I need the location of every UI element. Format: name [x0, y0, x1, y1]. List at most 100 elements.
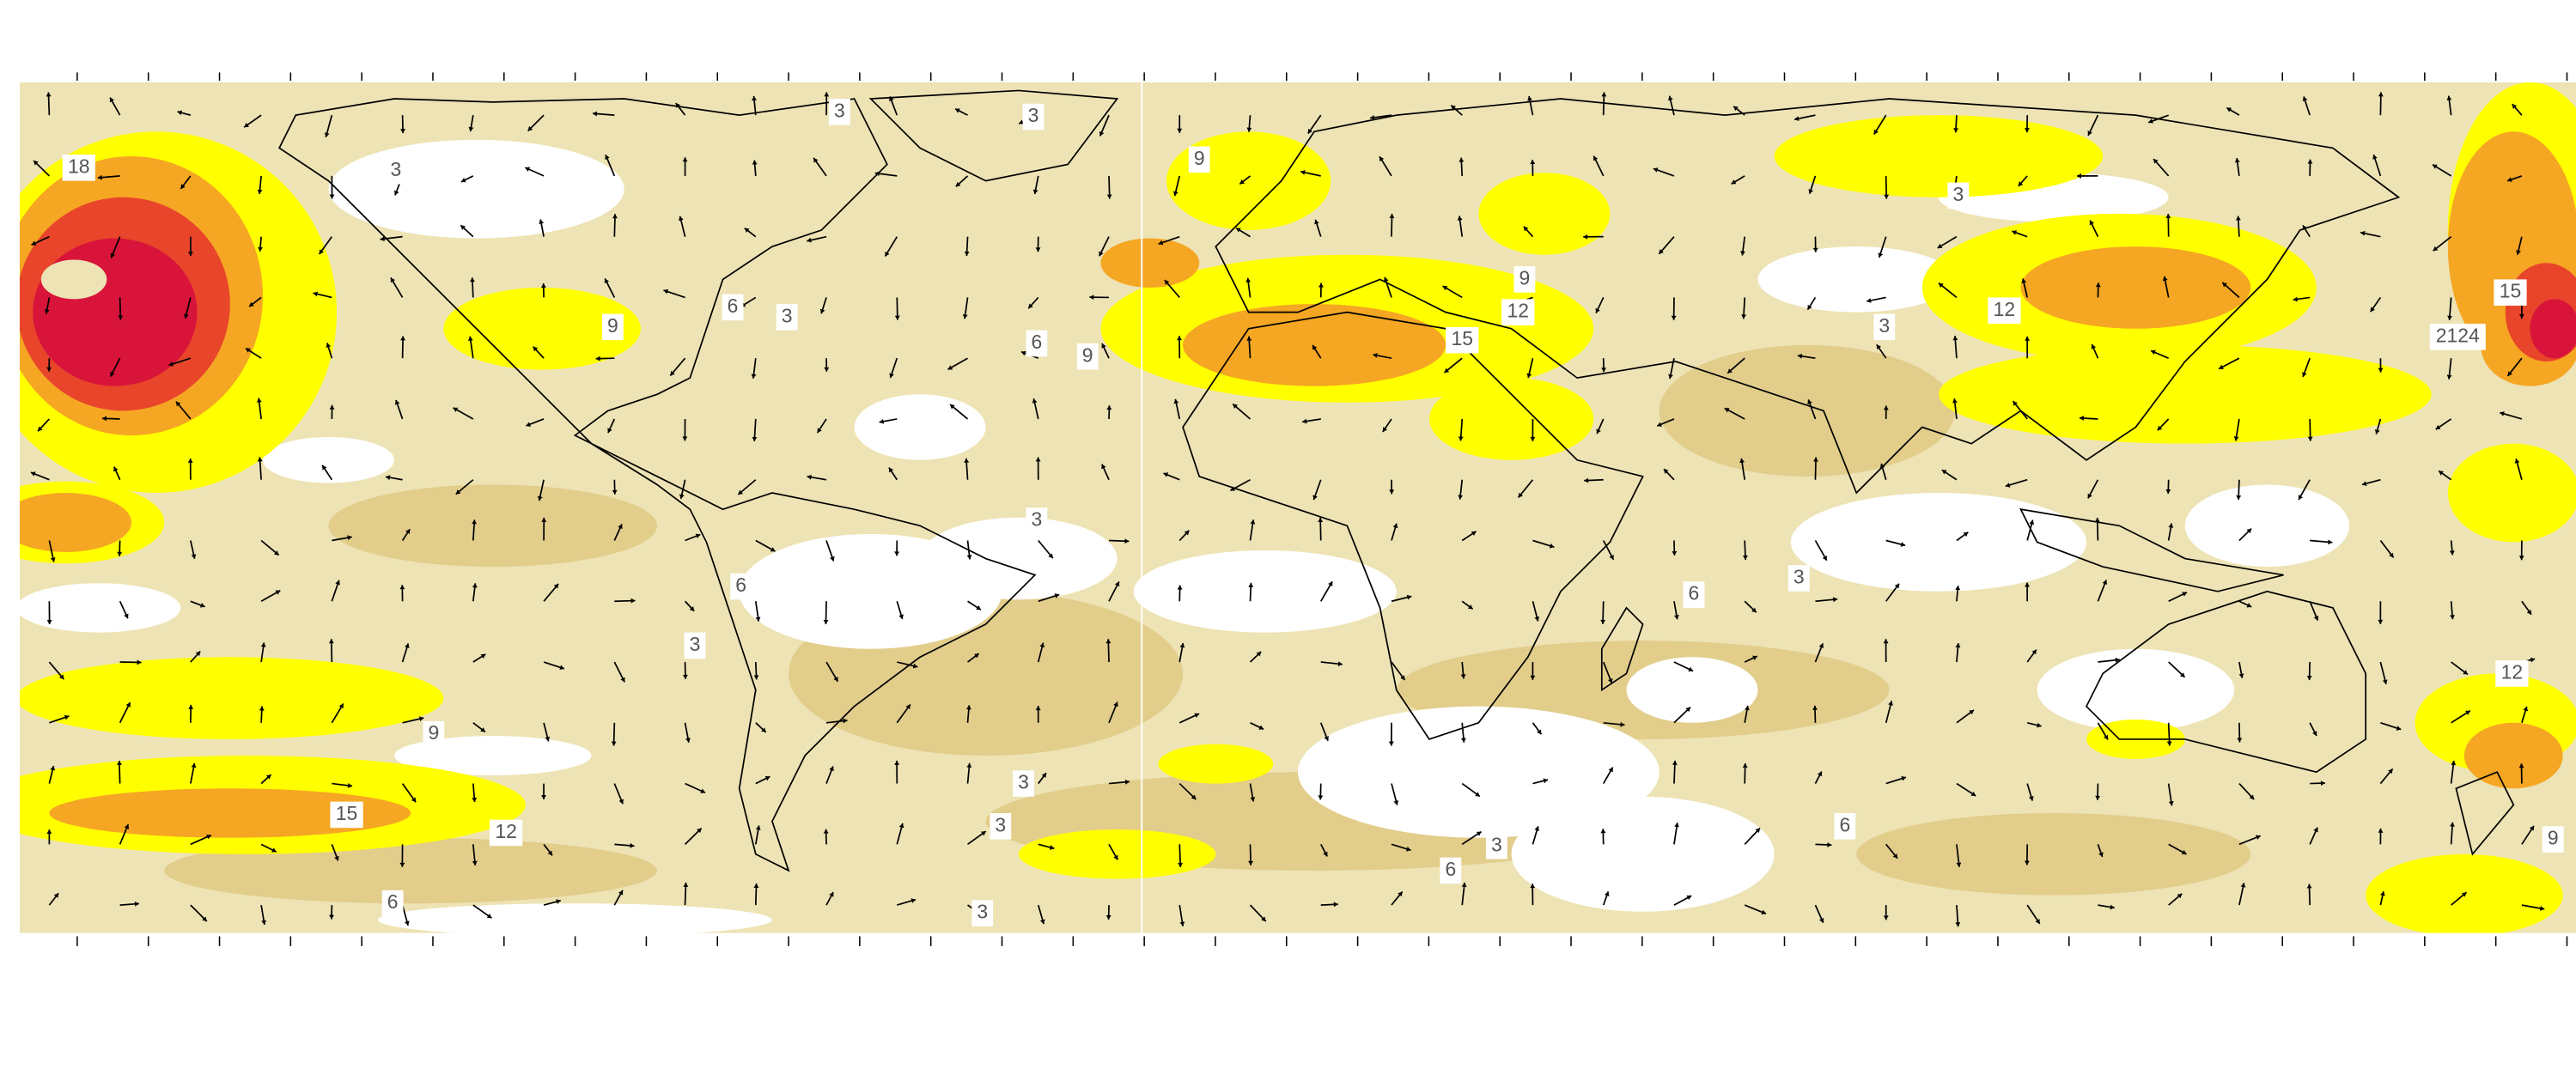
wind-arrow-head — [1461, 882, 1467, 888]
wind-arrow-head — [2507, 177, 2512, 182]
contour-blob — [1659, 344, 1956, 477]
wind-arrow-head — [134, 901, 139, 907]
wind-arrow-head — [663, 288, 669, 295]
wind-arrow-head — [2238, 673, 2244, 678]
wind-arrow-head — [1620, 721, 1625, 727]
wind-arrow-head — [117, 551, 123, 556]
wind-arrow-head — [2465, 710, 2470, 715]
wind-arrow-head — [30, 471, 36, 477]
wind-arrow-head — [1442, 286, 1448, 291]
label-background — [990, 812, 1012, 840]
wind-arrow-head — [830, 556, 835, 562]
wind-arrow-head — [1318, 282, 1324, 288]
wind-arrow-head — [2087, 131, 2092, 136]
wind-arrow-head — [618, 890, 624, 896]
wind-arrow-head — [1444, 367, 1450, 373]
contour-blob — [40, 259, 107, 300]
wind-arrow-head — [2256, 835, 2261, 841]
contour-label: 3 — [1879, 314, 1890, 337]
wind-arrow-head — [400, 336, 406, 341]
wind-arrow-head — [1601, 367, 1607, 373]
contour-label: 6 — [1839, 813, 1850, 835]
wind-arrow-head — [1812, 705, 1818, 710]
wind-arrow-head — [2037, 722, 2042, 728]
wind-arrow-head — [2102, 580, 2108, 586]
wind-arrow-head — [1248, 582, 1254, 587]
wind-arrow-head — [2237, 738, 2243, 743]
wind-arrow-head — [605, 155, 610, 160]
wind-arrow-head — [1601, 92, 1607, 97]
wind-arrow-head — [1323, 851, 1328, 857]
wind-arrow-head — [335, 580, 340, 586]
wind-arrow-head — [1812, 247, 1818, 252]
contour-blob — [377, 903, 772, 933]
wind-arrow-head — [539, 219, 545, 224]
wind-arrow-head — [1113, 854, 1118, 860]
wind-arrow-head — [2021, 278, 2027, 283]
contour-blob — [49, 788, 411, 838]
wind-arrow-head — [912, 663, 918, 669]
wind-arrow-head — [2378, 367, 2384, 373]
wind-arrow-head — [2523, 706, 2529, 712]
wind-arrow-head — [817, 428, 822, 434]
wind-arrow-head — [1032, 398, 1038, 404]
wind-arrow-head — [1106, 194, 1112, 199]
wind-arrow-head — [1672, 550, 1678, 556]
wind-arrow-head — [1035, 247, 1041, 252]
contour-label: 18 — [68, 155, 90, 177]
wind-arrow-head — [244, 122, 249, 128]
wind-arrow-head — [97, 174, 102, 180]
wind-arrow-head — [334, 855, 339, 861]
wind-arrow-head — [2151, 349, 2156, 355]
wind-arrow-head — [965, 705, 971, 710]
wind-arrow-head — [467, 336, 473, 342]
label-background — [423, 720, 445, 748]
wind-arrow-head — [1674, 823, 1679, 828]
wind-arrow-head — [2447, 315, 2452, 320]
wind-arrow-head — [1941, 470, 1947, 475]
wind-arrow-head — [1530, 436, 1536, 441]
wind-arrow-head — [879, 418, 885, 424]
contour-blob — [2530, 299, 2576, 359]
wind-arrow-head — [1740, 251, 1745, 256]
wind-arrow-head — [593, 111, 598, 117]
wind-arrow-head — [670, 370, 675, 376]
contour-blob — [1511, 796, 1775, 912]
wind-arrow-head — [187, 252, 193, 257]
wind-arrow-head — [1373, 353, 1378, 358]
wind-arrow-head — [472, 583, 478, 588]
wind-arrow-head — [2307, 159, 2313, 164]
wind-arrow-head — [110, 252, 116, 258]
wind-arrow-head — [245, 348, 251, 353]
contour-blob — [263, 437, 395, 483]
label-background — [1513, 266, 1536, 293]
contour-blob — [1297, 706, 1659, 838]
wind-arrow-head — [418, 716, 424, 722]
wind-arrow-head — [2378, 92, 2384, 97]
wind-arrow-head — [259, 706, 265, 711]
contour-blob — [1774, 115, 2104, 197]
wind-arrow-head — [2450, 822, 2455, 827]
wind-arrow-head — [2249, 794, 2255, 800]
wind-arrow-head — [553, 583, 559, 589]
wind-arrow-head — [1733, 106, 1739, 112]
wind-arrow-head — [2449, 550, 2455, 556]
wind-arrow-head — [1191, 794, 1197, 800]
wind-arrow-head — [322, 465, 327, 471]
wind-arrow-head — [1302, 418, 1307, 424]
wind-arrow-head — [1261, 916, 1266, 922]
wind-arrow-head — [329, 404, 335, 410]
wind-arrow-head — [889, 373, 894, 379]
contour-label: 6 — [1445, 858, 1456, 880]
wind-arrow-head — [541, 517, 547, 522]
wind-arrow-head — [2091, 344, 2097, 349]
wind-arrow-head — [2094, 518, 2100, 523]
wind-arrow-head — [695, 533, 701, 539]
wind-arrow-head — [2302, 225, 2308, 231]
wind-arrow-head — [885, 251, 890, 257]
wind-arrow-head — [206, 834, 211, 840]
wind-arrow-head — [472, 797, 478, 803]
wind-arrow-head — [2512, 104, 2518, 109]
wind-arrow-head — [1867, 298, 1872, 303]
wind-arrow-head — [2157, 425, 2163, 431]
